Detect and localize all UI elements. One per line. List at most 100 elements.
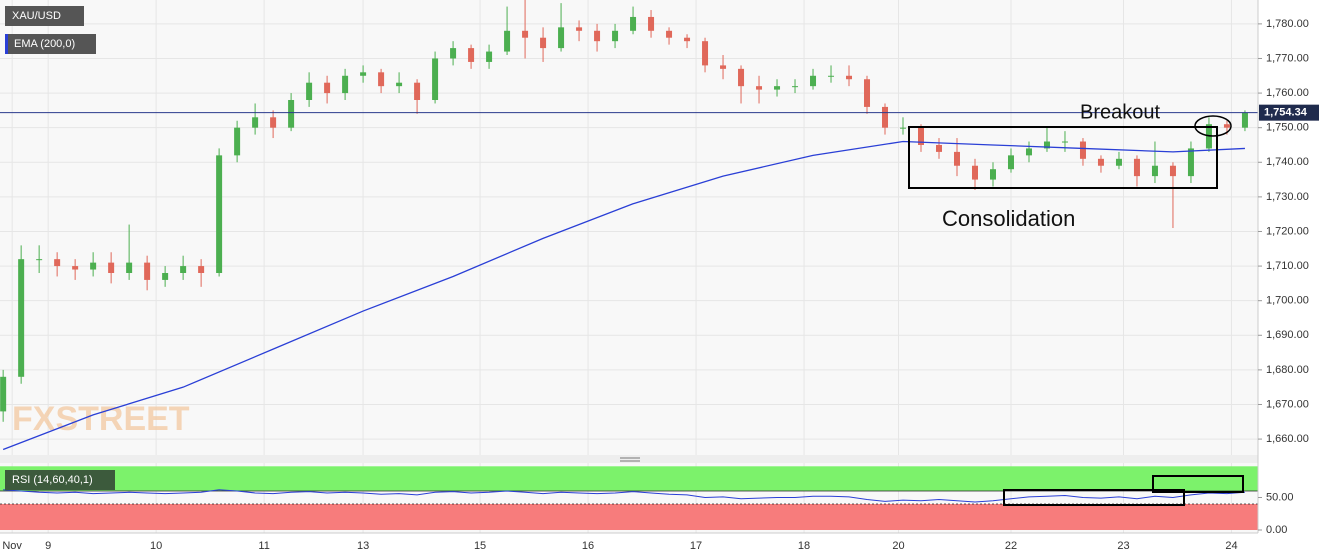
candle-body bbox=[1097, 158, 1104, 166]
candle-body bbox=[1007, 155, 1014, 170]
candle-body bbox=[1187, 148, 1194, 177]
y-tick-label: 1,710.00 bbox=[1266, 260, 1309, 272]
candle-body bbox=[576, 27, 583, 31]
candle-body bbox=[648, 16, 655, 31]
x-tick-label: 10 bbox=[150, 540, 162, 552]
last-price-label: 1,754.34 bbox=[1264, 107, 1308, 119]
x-tick-label: 15 bbox=[474, 540, 486, 552]
candle-body bbox=[324, 82, 331, 94]
legend-box[interactable] bbox=[5, 470, 115, 490]
candle-body bbox=[126, 262, 133, 273]
candle-body bbox=[0, 376, 7, 412]
y-tick-label: 1,680.00 bbox=[1266, 364, 1309, 376]
x-tick-label: Nov bbox=[2, 540, 22, 552]
candle-body bbox=[971, 165, 978, 180]
candle-body bbox=[900, 127, 907, 129]
x-tick-label: 18 bbox=[798, 540, 810, 552]
candle-body bbox=[558, 27, 565, 49]
x-tick-label: 20 bbox=[892, 540, 904, 552]
legend-box[interactable] bbox=[5, 34, 96, 54]
candle-body bbox=[1133, 158, 1140, 177]
annotation: Breakout bbox=[1080, 101, 1160, 123]
watermark: FXSTREET bbox=[12, 400, 190, 438]
lower-band bbox=[0, 504, 1258, 530]
candle-body bbox=[342, 75, 349, 94]
candle-body bbox=[504, 30, 511, 52]
candle-body bbox=[216, 155, 223, 273]
candle-body bbox=[108, 262, 115, 273]
candle-body bbox=[738, 68, 745, 87]
y-tick-label: 0.00 bbox=[1266, 524, 1287, 536]
candle-body bbox=[630, 16, 637, 31]
candle-body bbox=[144, 262, 151, 280]
consolidation-box bbox=[908, 126, 1218, 189]
rsi-box bbox=[1152, 475, 1244, 493]
candle-body bbox=[720, 65, 727, 69]
candle-body bbox=[1151, 165, 1158, 177]
candle-body bbox=[450, 48, 457, 59]
y-tick-label: 1,670.00 bbox=[1266, 398, 1309, 410]
x-tick-label: 16 bbox=[582, 540, 594, 552]
candle-body bbox=[378, 72, 385, 87]
x-tick-label: 23 bbox=[1117, 540, 1129, 552]
candle-body bbox=[1241, 112, 1248, 128]
legend-entry[interactable]: XAU/USD bbox=[12, 10, 61, 22]
candle-body bbox=[234, 127, 241, 156]
candle-body bbox=[1043, 141, 1050, 149]
y-tick-label: 50.00 bbox=[1266, 491, 1294, 503]
y-tick-label: 1,690.00 bbox=[1266, 329, 1309, 341]
main-panel bbox=[0, 0, 1258, 455]
candle-body bbox=[918, 127, 925, 145]
breakout-circle bbox=[1194, 115, 1232, 137]
panel-divider[interactable] bbox=[0, 455, 1258, 463]
candle-body bbox=[1061, 141, 1068, 143]
candle-body bbox=[1169, 165, 1176, 177]
y-tick-label: 1,770.00 bbox=[1266, 52, 1309, 64]
legend-box[interactable] bbox=[5, 6, 84, 26]
candle-body bbox=[612, 30, 619, 42]
candle-body bbox=[54, 259, 61, 267]
candle-body bbox=[306, 82, 313, 100]
y-tick-label: 1,750.00 bbox=[1266, 122, 1309, 134]
candle-body bbox=[468, 48, 475, 62]
candle-body bbox=[864, 79, 871, 107]
candle-body bbox=[792, 86, 799, 88]
candle-body bbox=[756, 86, 763, 90]
candle-body bbox=[810, 75, 817, 87]
candle-body bbox=[180, 266, 187, 273]
y-tick-label: 1,660.00 bbox=[1266, 433, 1309, 445]
candle-body bbox=[360, 72, 367, 76]
candle-body bbox=[414, 82, 421, 100]
candle-body bbox=[846, 75, 853, 80]
price-axis bbox=[1258, 0, 1331, 558]
x-tick-label: 9 bbox=[45, 540, 51, 552]
candle-body bbox=[72, 266, 79, 270]
candle-body bbox=[702, 41, 709, 66]
candle-body bbox=[198, 266, 205, 273]
candle-body bbox=[594, 30, 601, 42]
candle-body bbox=[953, 151, 960, 166]
upper-band bbox=[0, 466, 1258, 491]
ema-line bbox=[2, 140, 1245, 451]
legend-entry[interactable]: EMA (200,0) bbox=[14, 38, 75, 50]
candle-body bbox=[522, 30, 529, 38]
candle-body bbox=[1079, 141, 1086, 159]
legend-swatch bbox=[5, 34, 8, 54]
legend-entry[interactable]: RSI (14,60,40,1) bbox=[12, 474, 93, 486]
candle-body bbox=[162, 273, 169, 280]
x-tick-label: 17 bbox=[690, 540, 702, 552]
y-tick-label: 1,740.00 bbox=[1266, 156, 1309, 168]
candle-body bbox=[432, 58, 439, 100]
candle-body bbox=[288, 99, 295, 128]
candle-body bbox=[989, 169, 996, 180]
candle-body bbox=[828, 75, 835, 77]
candle-body bbox=[684, 37, 691, 42]
candle-body bbox=[270, 117, 277, 128]
x-tick-label: 24 bbox=[1225, 540, 1237, 552]
rsi-line bbox=[3, 489, 1245, 503]
y-tick-label: 1,760.00 bbox=[1266, 87, 1309, 99]
y-tick-label: 1,720.00 bbox=[1266, 225, 1309, 237]
y-tick-label: 1,780.00 bbox=[1266, 18, 1309, 30]
